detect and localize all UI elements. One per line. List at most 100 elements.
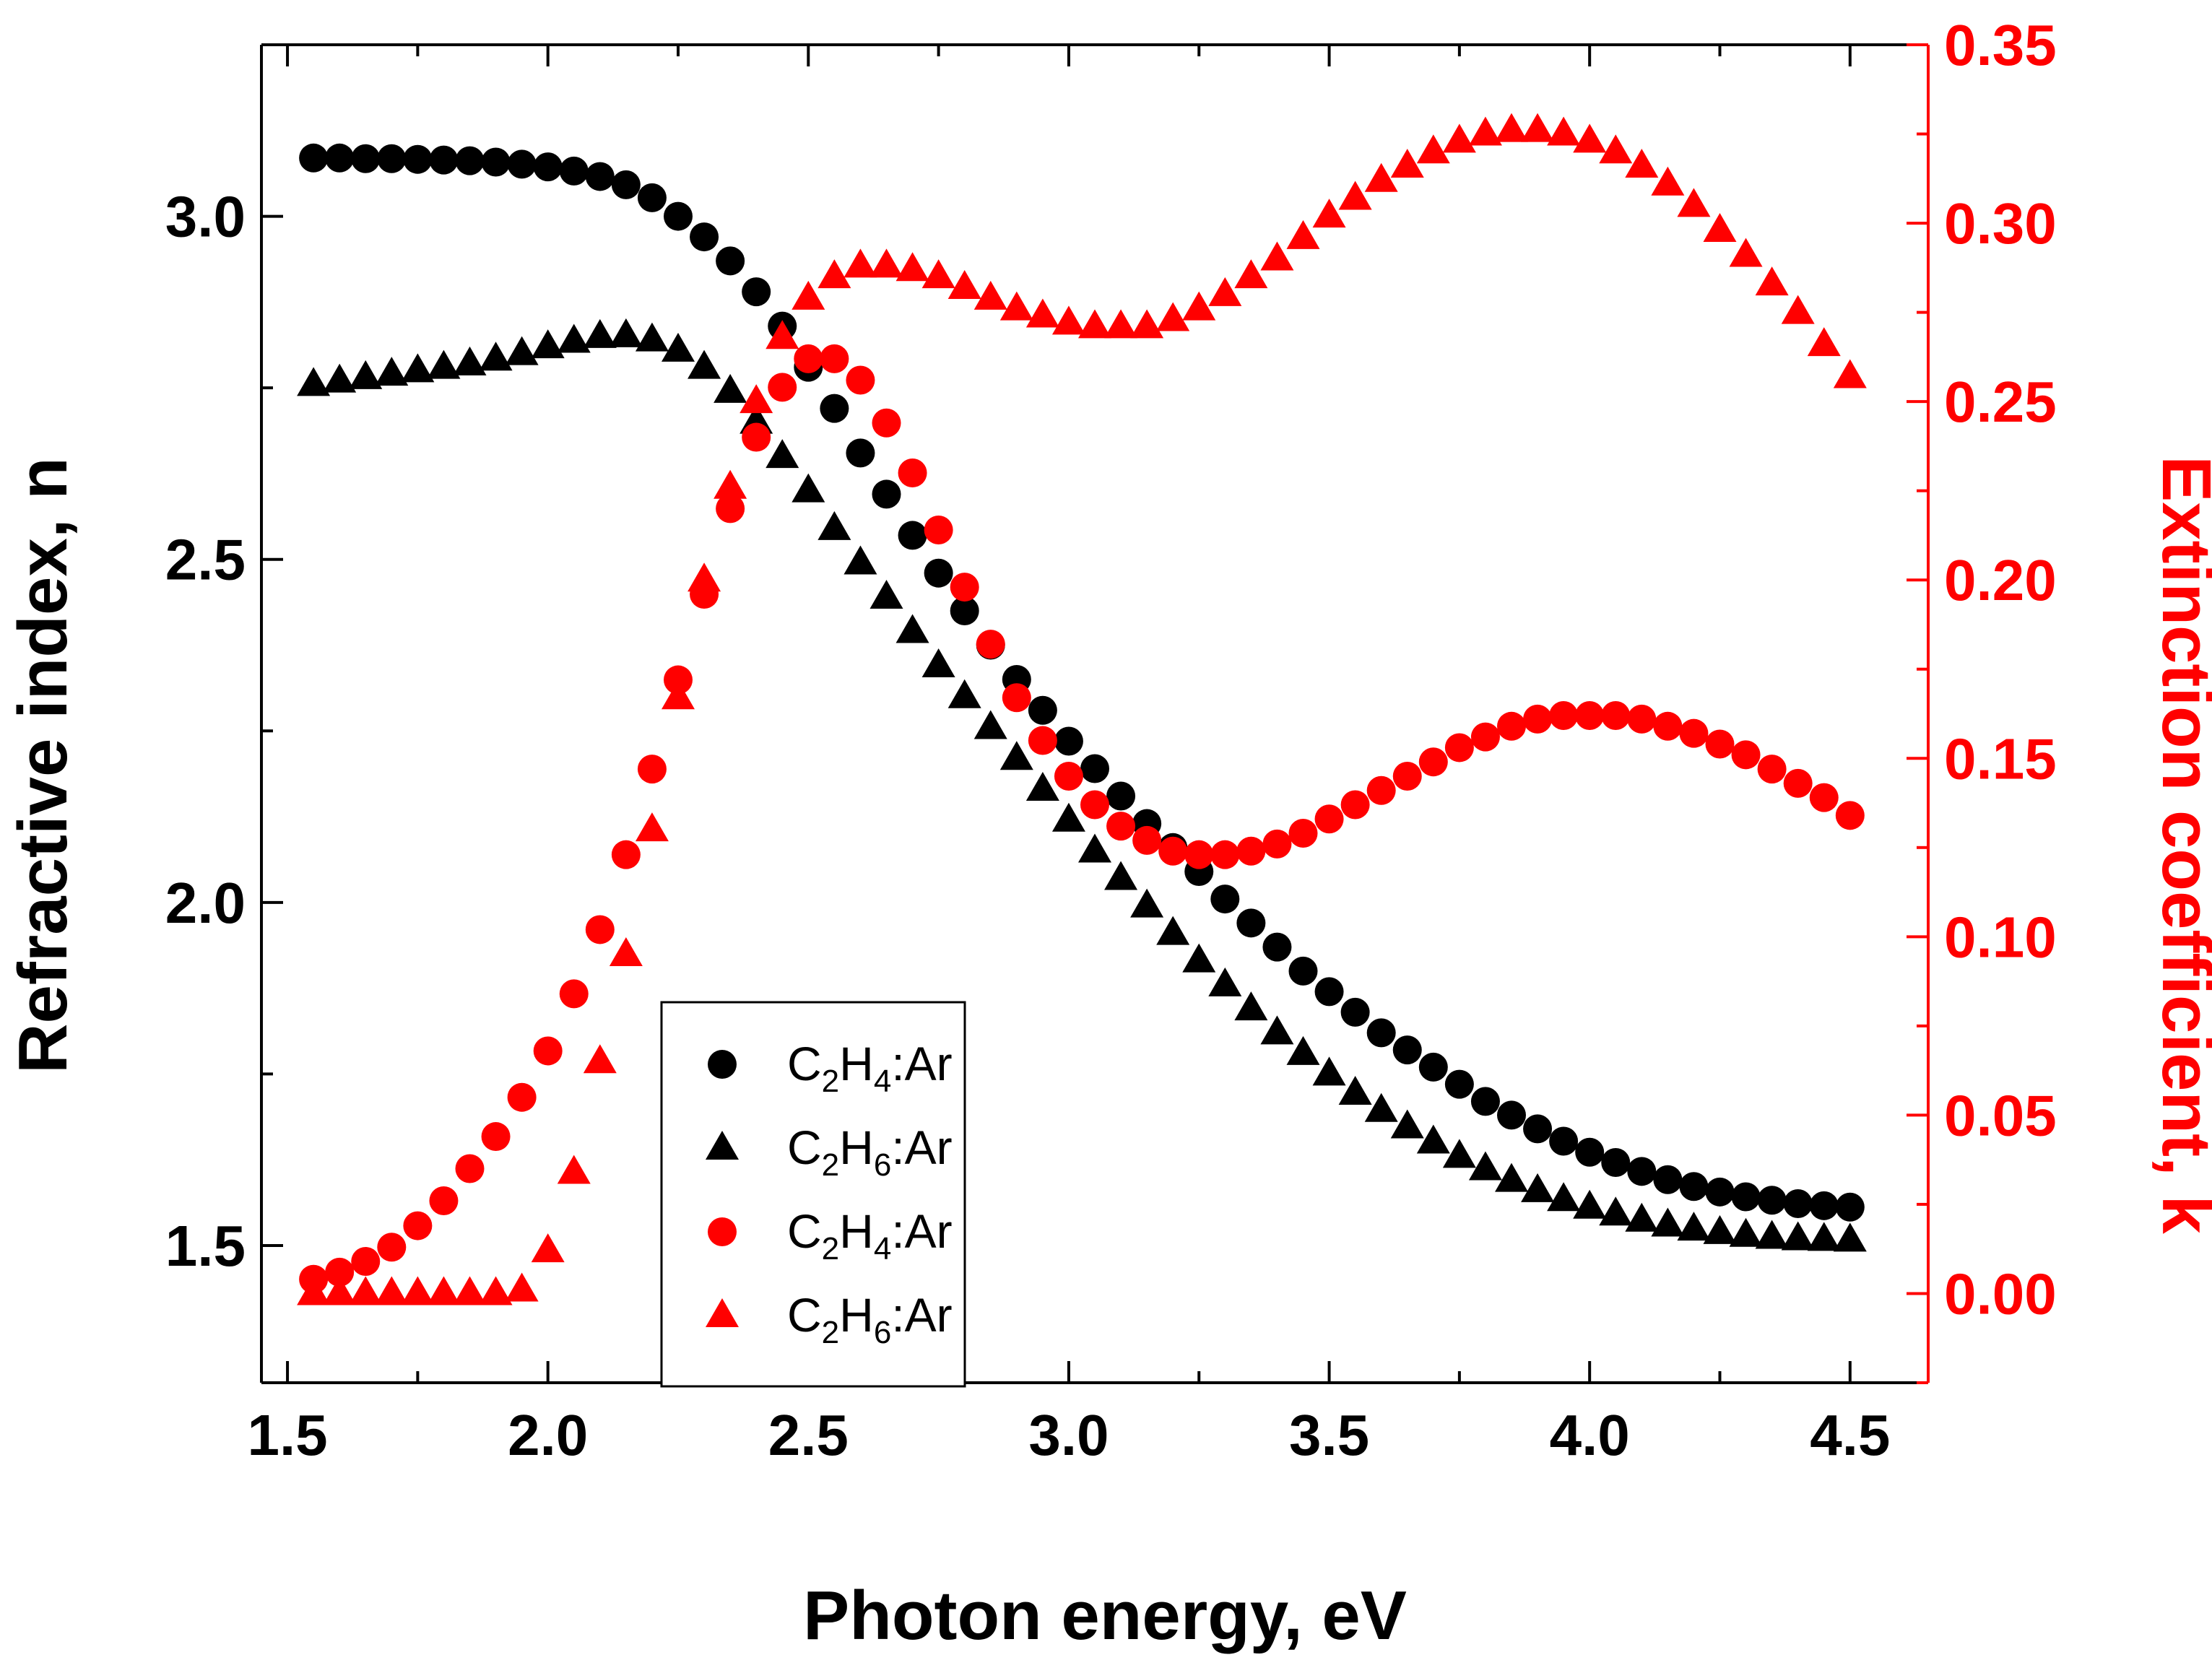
data-point bbox=[1679, 1172, 1709, 1201]
data-point bbox=[375, 357, 409, 386]
data-point bbox=[1364, 162, 1398, 192]
data-point bbox=[611, 840, 641, 869]
data-point bbox=[1078, 309, 1111, 339]
legend-marker bbox=[706, 1298, 739, 1327]
data-point bbox=[559, 156, 589, 186]
data-point bbox=[791, 473, 825, 503]
data-point bbox=[1573, 123, 1607, 153]
data-point bbox=[768, 373, 797, 402]
y-right-tick-label: 0.10 bbox=[1944, 905, 2057, 969]
data-point bbox=[1184, 840, 1214, 869]
y-left-tick-label: 1.5 bbox=[165, 1214, 246, 1278]
data-point bbox=[1809, 783, 1839, 812]
data-point bbox=[1418, 1052, 1448, 1082]
legend-marker bbox=[706, 1131, 739, 1160]
data-point bbox=[1234, 259, 1268, 289]
data-point bbox=[1495, 113, 1528, 142]
y-right-tick-label: 0.20 bbox=[1944, 548, 2057, 612]
y-right-tick-label: 0.15 bbox=[1944, 726, 2057, 791]
data-point bbox=[1809, 1191, 1839, 1220]
data-point bbox=[533, 1036, 563, 1066]
y-right-tick-label: 0.30 bbox=[1944, 191, 2057, 256]
data-point bbox=[505, 1272, 539, 1302]
data-point bbox=[637, 183, 667, 212]
data-point bbox=[1416, 1124, 1450, 1154]
data-point bbox=[742, 277, 771, 307]
data-point bbox=[690, 222, 719, 252]
data-point bbox=[1523, 1114, 1553, 1144]
data-point bbox=[950, 573, 979, 602]
data-point bbox=[999, 291, 1033, 321]
data-point bbox=[1835, 801, 1865, 830]
data-point bbox=[817, 510, 851, 540]
data-point bbox=[1549, 1126, 1579, 1156]
data-point bbox=[872, 479, 901, 509]
data-point bbox=[1679, 718, 1709, 748]
data-point bbox=[1627, 704, 1657, 734]
data-point bbox=[1158, 836, 1188, 866]
x-tick-label: 1.5 bbox=[247, 1403, 327, 1467]
data-point bbox=[481, 147, 511, 177]
data-point bbox=[637, 755, 667, 784]
data-point bbox=[609, 937, 643, 967]
data-point bbox=[559, 979, 589, 1009]
data-point bbox=[1260, 1015, 1294, 1045]
data-point bbox=[1757, 755, 1787, 784]
data-point bbox=[1210, 885, 1240, 914]
data-point bbox=[325, 143, 355, 173]
data-point bbox=[1208, 967, 1242, 996]
data-point bbox=[583, 318, 617, 348]
data-point bbox=[688, 562, 721, 592]
data-point bbox=[924, 558, 953, 588]
data-point bbox=[1703, 212, 1737, 242]
data-point bbox=[1051, 305, 1085, 335]
data-point bbox=[1470, 1087, 1500, 1116]
data-point bbox=[557, 1155, 591, 1184]
data-point bbox=[481, 1122, 511, 1152]
data-point bbox=[1575, 1137, 1605, 1167]
y-right-tick-label: 0.35 bbox=[1944, 13, 2057, 77]
data-point bbox=[843, 545, 877, 575]
data-point bbox=[1364, 1092, 1398, 1122]
y-right-tick-label: 0.25 bbox=[1944, 370, 2057, 434]
legend: C2H4:Ar C2H6:Ar C2H4:Ar C2H6:Ar bbox=[660, 1001, 966, 1388]
data-point bbox=[1521, 1173, 1555, 1202]
data-point bbox=[895, 252, 929, 282]
data-point bbox=[1236, 908, 1266, 938]
data-point bbox=[1677, 1212, 1711, 1241]
data-point bbox=[297, 367, 331, 396]
data-point bbox=[1286, 1035, 1320, 1065]
data-point bbox=[872, 408, 901, 438]
data-point bbox=[531, 329, 565, 359]
x-tick-label: 4.5 bbox=[1810, 1403, 1890, 1467]
data-point bbox=[585, 915, 615, 944]
data-point bbox=[1338, 1075, 1372, 1105]
data-point bbox=[323, 363, 357, 393]
data-point bbox=[1731, 740, 1761, 770]
data-point bbox=[1573, 1189, 1607, 1219]
data-point bbox=[1547, 116, 1581, 146]
data-point bbox=[1651, 1207, 1685, 1237]
data-point bbox=[1521, 113, 1555, 142]
data-point bbox=[924, 516, 953, 545]
data-point bbox=[1418, 747, 1448, 777]
data-point bbox=[455, 146, 485, 175]
data-point bbox=[1755, 266, 1789, 296]
data-point bbox=[1468, 116, 1502, 146]
data-point bbox=[1729, 1217, 1763, 1247]
data-point bbox=[1025, 298, 1059, 328]
data-point bbox=[429, 145, 459, 175]
data-point bbox=[1338, 181, 1372, 210]
data-point bbox=[1495, 1163, 1528, 1192]
data-point bbox=[869, 248, 903, 278]
data-point bbox=[1054, 726, 1083, 756]
data-point bbox=[662, 332, 695, 362]
data-point bbox=[716, 246, 745, 276]
x-tick-label: 2.0 bbox=[508, 1403, 588, 1467]
data-point bbox=[427, 1276, 461, 1305]
data-point bbox=[714, 373, 747, 403]
data-point bbox=[1835, 1192, 1865, 1222]
data-point bbox=[635, 812, 669, 842]
data-point bbox=[820, 344, 849, 373]
